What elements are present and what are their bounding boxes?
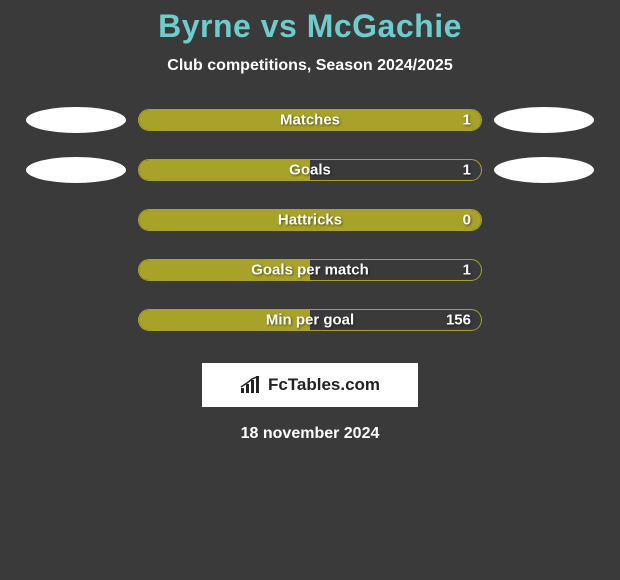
player-right-ellipse [494,157,594,183]
stat-bar: Hattricks 0 [138,209,482,231]
stat-label: Hattricks [278,212,342,229]
logo-text: FcTables.com [268,375,380,395]
player-left-ellipse [26,107,126,133]
stat-bar: Goals per match 1 [138,259,482,281]
player-right-ellipse [494,107,594,133]
stat-bar: Matches 1 [138,109,482,131]
stat-bar: Goals 1 [138,159,482,181]
stat-value-right: 0 [463,212,471,229]
stat-value-right: 1 [463,262,471,279]
stat-label: Goals [289,162,331,179]
stat-value-right: 1 [463,162,471,179]
bar-fill-left [139,160,310,180]
page-title: Byrne vs McGachie [0,8,620,45]
comparison-infographic: Byrne vs McGachie Club competitions, Sea… [0,0,620,443]
player-left-ellipse [26,157,126,183]
stat-value-right: 1 [463,112,471,129]
stat-row: Goals 1 [0,157,620,183]
stat-row: Goals per match 1 [0,257,620,283]
stat-label: Goals per match [251,262,369,279]
chart-icon [240,376,262,394]
stats-rows: Matches 1 Goals 1 Hattricks 0 Goals per match 1… [0,107,620,333]
stat-row: Hattricks 0 [0,207,620,233]
date-text: 18 november 2024 [0,425,620,443]
stat-label: Min per goal [266,312,354,329]
fctables-logo: FcTables.com [202,363,418,407]
subtitle: Club competitions, Season 2024/2025 [0,57,620,75]
stat-row: Matches 1 [0,107,620,133]
stat-row: Min per goal 156 [0,307,620,333]
stat-bar: Min per goal 156 [138,309,482,331]
stat-value-right: 156 [446,312,471,329]
stat-label: Matches [280,112,340,129]
